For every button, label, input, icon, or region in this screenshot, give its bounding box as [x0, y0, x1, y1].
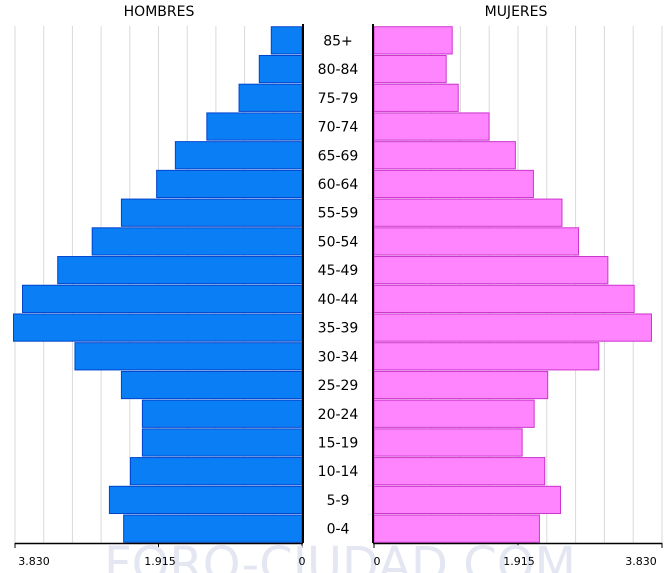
age-label-40-44: 40-44 — [318, 292, 359, 308]
bar-mujeres-25-29 — [373, 370, 549, 400]
bar-mujeres-35-39 — [373, 313, 652, 342]
tick-label-right: 3.830 — [625, 555, 657, 568]
bar-mujeres-40-44 — [373, 284, 635, 313]
bar-hombres-55-59 — [120, 198, 303, 227]
bar-hombres-65-69 — [174, 141, 303, 170]
age-label-30-34: 30-34 — [318, 349, 359, 365]
bar-mujeres-80-84 — [373, 54, 447, 84]
bar-hombres-50-54 — [91, 227, 303, 256]
age-label-70-74: 70-74 — [318, 120, 359, 136]
bar-hombres-35-39 — [13, 313, 303, 342]
age-label-55-59: 55-59 — [318, 206, 359, 222]
age-label-20-24: 20-24 — [318, 407, 359, 423]
bar-hombres-10-14 — [129, 457, 303, 486]
series-title-mujeres: MUJERES — [485, 4, 548, 20]
bar-hombres-40-44 — [21, 284, 303, 313]
tick-label-left: 3.830 — [18, 555, 50, 568]
bar-hombres-70-74 — [206, 112, 303, 141]
bar-mujeres-20-24 — [373, 399, 535, 428]
age-label-60-64: 60-64 — [318, 177, 359, 193]
age-label-50-54: 50-54 — [318, 234, 359, 250]
age-label-5-9: 5-9 — [327, 493, 350, 509]
age-label-35-39: 35-39 — [318, 321, 359, 337]
bar-hombres-0-4 — [123, 514, 303, 543]
bar-hombres-60-64 — [156, 169, 303, 199]
bar-mujeres-65-69 — [373, 141, 516, 170]
bar-hombres-75-79 — [238, 83, 303, 112]
age-label-25-29: 25-29 — [318, 378, 359, 394]
bar-mujeres-30-34 — [373, 342, 600, 371]
bar-hombres-20-24 — [141, 399, 303, 428]
bar-mujeres-15-19 — [373, 428, 523, 457]
bar-hombres-80-84 — [258, 54, 303, 84]
age-label-0-4: 0-4 — [327, 522, 350, 538]
age-label-80-84: 80-84 — [318, 62, 359, 78]
bar-mujeres-60-64 — [373, 169, 534, 199]
bar-hombres-15-19 — [141, 428, 303, 457]
bar-hombres-25-29 — [120, 370, 303, 400]
tick-label-right: 0 — [374, 555, 381, 568]
bar-mujeres-85+ — [373, 26, 453, 55]
tick-label-right: 1.915 — [503, 555, 535, 568]
bar-mujeres-55-59 — [373, 198, 563, 227]
age-label-45-49: 45-49 — [318, 263, 359, 279]
watermark-text: FORO-CIUDAD.COM — [104, 537, 576, 573]
bar-mujeres-10-14 — [373, 457, 546, 486]
bar-hombres-30-34 — [74, 342, 303, 371]
bar-mujeres-0-4 — [373, 514, 540, 543]
bar-mujeres-45-49 — [373, 256, 609, 285]
age-label-75-79: 75-79 — [318, 91, 359, 107]
tick-label-left: 0 — [299, 555, 306, 568]
series-title-hombres: HOMBRES — [124, 4, 195, 20]
age-label-85+: 85+ — [323, 33, 353, 49]
bar-hombres-5-9 — [108, 485, 303, 515]
age-label-10-14: 10-14 — [318, 464, 359, 480]
bar-hombres-85+ — [270, 26, 303, 55]
age-label-65-69: 65-69 — [318, 148, 359, 164]
age-label-15-19: 15-19 — [318, 435, 359, 451]
bar-hombres-45-49 — [57, 256, 303, 285]
bar-mujeres-50-54 — [373, 227, 580, 256]
tick-label-left: 1.915 — [144, 555, 176, 568]
bar-mujeres-5-9 — [373, 485, 561, 515]
bar-mujeres-75-79 — [373, 83, 459, 112]
bar-mujeres-70-74 — [373, 112, 490, 141]
